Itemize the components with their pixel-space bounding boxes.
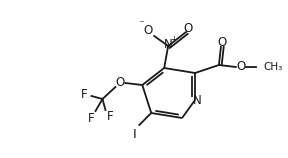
- Text: F: F: [88, 112, 95, 125]
- Text: CH₃: CH₃: [264, 62, 283, 72]
- Text: O: O: [217, 36, 227, 49]
- Text: F: F: [81, 88, 88, 101]
- Text: N: N: [164, 39, 173, 52]
- Text: +: +: [170, 34, 177, 43]
- Text: O: O: [116, 76, 125, 89]
- Text: ⁻: ⁻: [138, 19, 144, 29]
- Text: F: F: [107, 110, 114, 124]
- Text: O: O: [144, 24, 153, 36]
- Text: I: I: [132, 128, 136, 140]
- Text: N: N: [193, 94, 201, 107]
- Text: O: O: [236, 61, 245, 73]
- Text: O: O: [183, 21, 193, 34]
